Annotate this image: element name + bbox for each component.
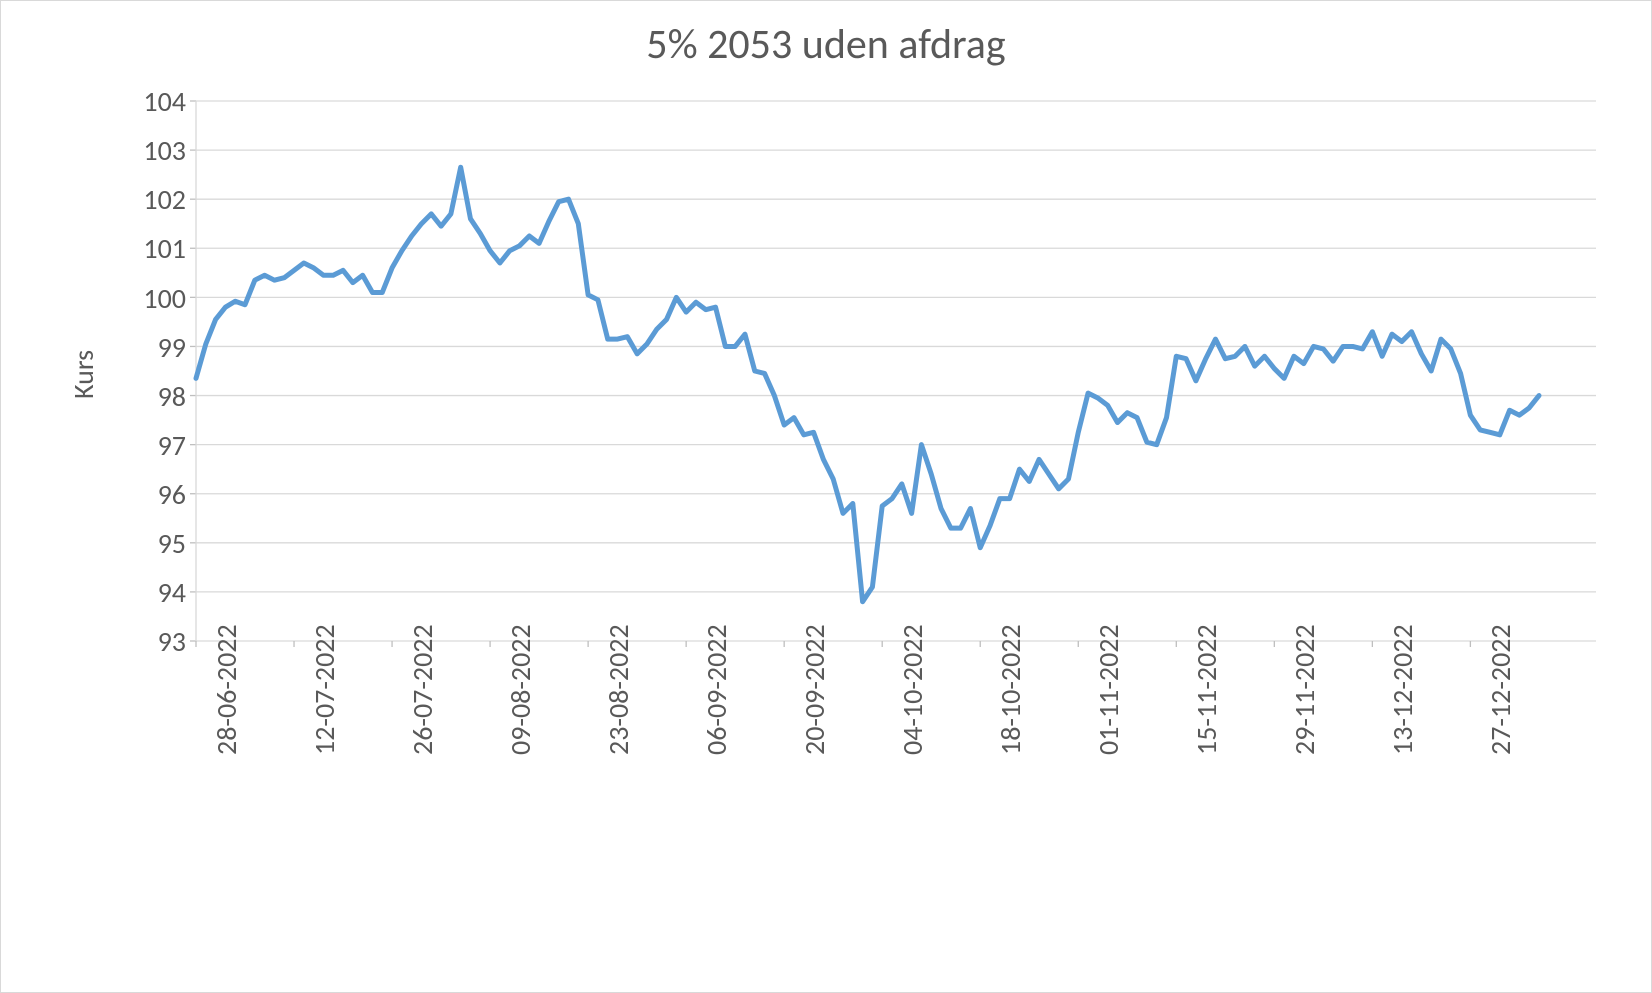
y-tick-label: 95 [126, 526, 186, 561]
x-tick-label: 18-10-2022 [993, 655, 1028, 755]
x-tick-label: 23-08-2022 [601, 655, 636, 755]
y-tick-label: 103 [126, 133, 186, 168]
x-tick-label: 12-07-2022 [307, 655, 342, 755]
plot-area [196, 101, 1596, 641]
x-tick-label: 13-12-2022 [1385, 655, 1420, 755]
x-tick-label: 04-10-2022 [895, 655, 930, 755]
x-tick-label: 15-11-2022 [1189, 655, 1224, 755]
x-tick-label: 09-08-2022 [503, 655, 538, 755]
y-tick-label: 101 [126, 231, 186, 266]
y-tick-label: 98 [126, 379, 186, 414]
y-tick-label: 96 [126, 477, 186, 512]
y-tick-label: 94 [126, 575, 186, 610]
x-tick-label: 29-11-2022 [1287, 655, 1322, 755]
x-tick-label: 06-09-2022 [699, 655, 734, 755]
x-tick-label: 01-11-2022 [1091, 655, 1126, 755]
y-tick-label: 100 [126, 281, 186, 316]
series-line [196, 167, 1539, 601]
chart-container: 5% 2053 uden afdrag Kurs 93 94 95 96 97 98 99 1… [0, 0, 1652, 993]
x-tick-label: 28-06-2022 [209, 655, 244, 755]
y-tick-label: 102 [126, 182, 186, 217]
y-axis-label: Kurs [66, 350, 101, 399]
y-tick-label: 99 [126, 330, 186, 365]
x-tick-label: 20-09-2022 [797, 655, 832, 755]
x-tick-label: 26-07-2022 [405, 655, 440, 755]
y-tick-label: 93 [126, 624, 186, 659]
y-tick-label: 97 [126, 428, 186, 463]
chart-title: 5% 2053 uden afdrag [1, 19, 1651, 70]
y-tick-label: 104 [126, 84, 186, 119]
x-tick-label: 27-12-2022 [1483, 655, 1518, 755]
